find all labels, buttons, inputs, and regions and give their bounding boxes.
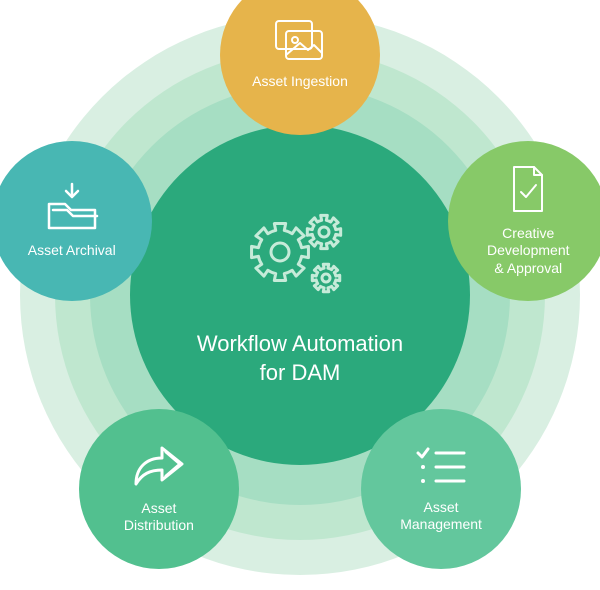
center-title-line1: Workflow Automation	[197, 331, 403, 356]
node-asset-distribution: AssetDistribution	[79, 409, 239, 569]
center-title-line2: for DAM	[260, 360, 341, 385]
workflow-diagram: Workflow Automation for DAM Asset Ingest…	[0, 0, 600, 590]
node-label: CreativeDevelopment& Approval	[487, 225, 570, 278]
node-label: AssetManagement	[400, 499, 482, 534]
node-label: Asset Ingestion	[252, 73, 348, 91]
images-icon	[274, 19, 326, 63]
node-asset-management: AssetManagement	[361, 409, 521, 569]
file-check-icon	[508, 165, 548, 215]
checklist-icon	[416, 445, 466, 489]
gears-icon	[240, 202, 360, 312]
center-title: Workflow Automation for DAM	[197, 330, 403, 387]
node-asset-archival: Asset Archival	[0, 141, 152, 301]
node-label: AssetDistribution	[124, 500, 194, 535]
node-creative-approval: CreativeDevelopment& Approval	[448, 141, 600, 301]
folder-download-icon	[45, 182, 99, 232]
arrow-share-icon	[132, 444, 186, 490]
node-label: Asset Archival	[28, 242, 116, 260]
